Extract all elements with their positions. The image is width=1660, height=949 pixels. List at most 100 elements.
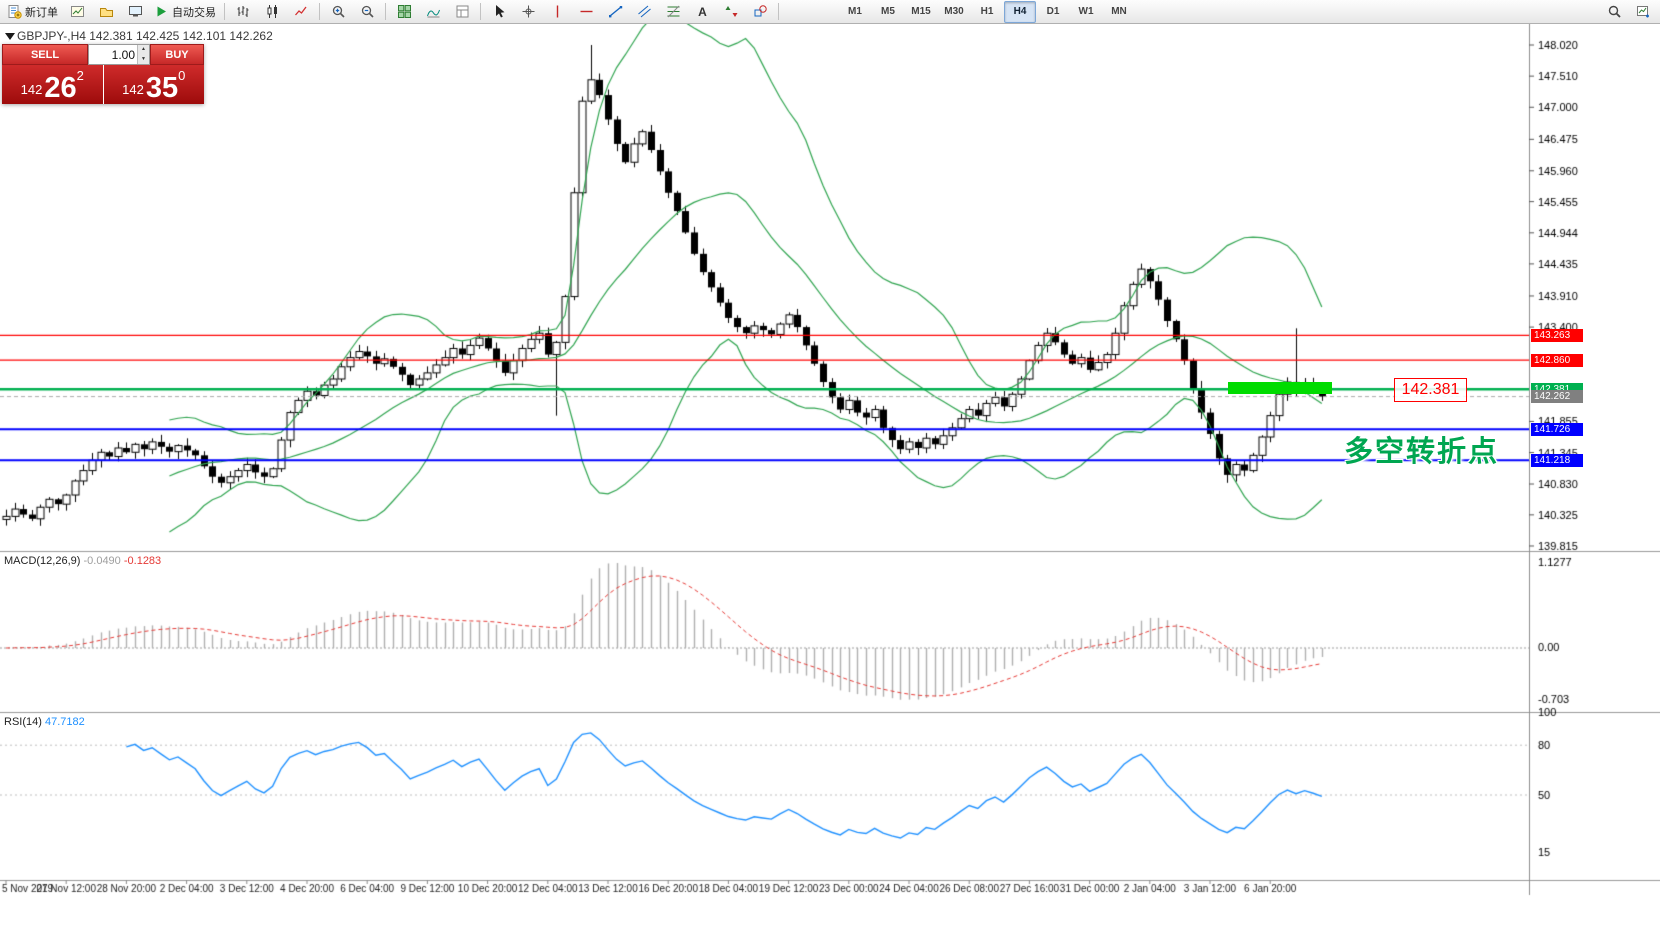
toolbar: 新订单 自动交易 A M1 M5 M15 M30 H1 H4 D1 W1 MN [0,0,1660,24]
crosshair-icon [521,4,536,19]
price-tag-141.218: 141.218 [1531,453,1583,467]
cursor-icon [492,4,507,19]
text-icon: A [695,4,710,19]
price-tag-142.262: 142.262 [1531,390,1583,404]
rsi-indicator-label: RSI(14) 47.7182 [4,716,85,728]
macd-signal-value: -0.1283 [123,555,162,567]
line-chart-button[interactable] [287,1,315,23]
sell-price-big: 26 [44,72,77,104]
terminal-icon [128,4,143,19]
timeframe-m15-button[interactable]: M15 [911,6,931,17]
crosshair-button[interactable] [514,1,542,23]
sell-button[interactable]: SELL [2,44,88,65]
timeframe-w1-button[interactable]: W1 [1078,6,1094,17]
horizontal-line-button[interactable] [572,1,600,23]
horizontal-line-icon [579,4,594,19]
timeframe-m5-button[interactable]: M5 [881,6,895,17]
zoom-out-icon [360,4,375,19]
chart-canvas[interactable] [0,24,1660,949]
sell-price-prefix: 142 [20,82,43,97]
timeframe-h4-button[interactable]: H4 [1004,0,1036,23]
sell-price-sup: 2 [76,68,84,83]
macd-main-value: -0.0490 [83,555,121,567]
search-icon [1607,4,1622,19]
fibonacci-button[interactable] [659,1,687,23]
volume-spinner: ▲ ▼ [137,45,149,64]
trendline-icon [608,4,623,19]
chart-area: GBPJPY-,H4 142.381 142.425 142.101 142.2… [0,24,1660,949]
chart-window-icon [70,4,85,19]
zoom-out-button[interactable] [353,1,381,23]
vertical-line-button[interactable] [543,1,571,23]
shapes-icon [753,4,768,19]
tile-windows-button[interactable] [390,1,418,23]
volume-input[interactable]: 1.00 ▲ ▼ [88,44,150,65]
macd-name: MACD(12,26,9) [4,555,81,567]
buy-button[interactable]: BUY [150,44,204,65]
arrows-icon [724,4,739,19]
timeframe-mn-button[interactable]: MN [1111,6,1127,17]
one-click-trade-panel: SELL 1.00 ▲ ▼ BUY 142 26 2 142 35 0 [2,44,204,104]
zoom-in-button[interactable] [324,1,352,23]
buy-price-prefix: 142 [122,82,144,97]
channel-icon [637,4,652,19]
support-highlight-object[interactable] [1228,382,1332,394]
price-label-object[interactable]: 142.381 [1394,378,1467,402]
one-click-trading-toggle[interactable] [5,33,15,40]
timeframe-d1-button[interactable]: D1 [1046,6,1060,17]
rsi-value: 47.7182 [44,716,85,728]
cursor-button[interactable] [485,1,513,23]
timeframe-h1-button[interactable]: H1 [980,6,994,17]
quote-header: GBPJPY-,H4 142.381 142.425 142.101 142.2… [17,29,273,43]
price-tag-142.860: 142.860 [1531,353,1583,367]
bar-chart-button[interactable] [229,1,257,23]
toolbar-separator [385,3,386,20]
play-icon [154,4,169,19]
timeframe-m1-button[interactable]: M1 [848,6,862,17]
toolbar-separator [224,3,225,20]
search-button[interactable] [1600,1,1628,23]
timeframe-m30-button[interactable]: M30 [944,6,964,17]
text-button[interactable]: A [688,1,716,23]
auto-trading-button[interactable]: 自动交易 [150,1,220,23]
templates-icon [455,4,470,19]
shapes-button[interactable] [746,1,774,23]
timeframe-group: M1 M5 M15 M30 H1 H4 D1 W1 MN [839,0,1135,23]
candlestick-button[interactable] [258,1,286,23]
buy-price-display[interactable]: 142 35 0 [103,65,204,104]
candles-icon [265,4,280,19]
channel-button[interactable] [630,1,658,23]
buy-price-big: 35 [145,72,179,104]
turning-point-text-object[interactable]: 多空转折点 [1344,436,1500,468]
profiles-icon [99,4,114,19]
vertical-line-icon [550,4,565,19]
line-chart-icon [294,4,309,19]
new-order-icon [7,4,22,19]
rsi-name: RSI(14) [4,716,42,728]
indicators-icon [426,4,441,19]
toolbar-separator [778,3,779,20]
macd-indicator-label: MACD(12,26,9) -0.0490 -0.1283 [4,555,161,567]
new-order-button[interactable]: 新订单 [3,1,62,23]
arrows-button[interactable] [717,1,745,23]
volume-increase-button[interactable]: ▲ [138,45,149,55]
trendline-button[interactable] [601,1,629,23]
profiles-button[interactable] [92,1,120,23]
zoom-in-icon [331,4,346,19]
price-tag-141.726: 141.726 [1531,422,1583,436]
toolbar-separator [480,3,481,20]
chart-window-button[interactable] [63,1,91,23]
terminal-button[interactable] [121,1,149,23]
volume-value[interactable]: 1.00 [111,48,135,62]
buy-price-sup: 0 [178,68,186,83]
add-chart-button[interactable] [1629,1,1657,23]
add-chart-icon [1636,4,1651,19]
sell-price-display[interactable]: 142 26 2 [2,65,103,104]
templates-button[interactable] [448,1,476,23]
toolbar-separator [319,3,320,20]
indicators-button[interactable] [419,1,447,23]
fibonacci-icon [666,4,681,19]
svg-text:A: A [698,5,707,19]
volume-decrease-button[interactable]: ▼ [138,54,149,64]
bars-icon [236,4,251,19]
